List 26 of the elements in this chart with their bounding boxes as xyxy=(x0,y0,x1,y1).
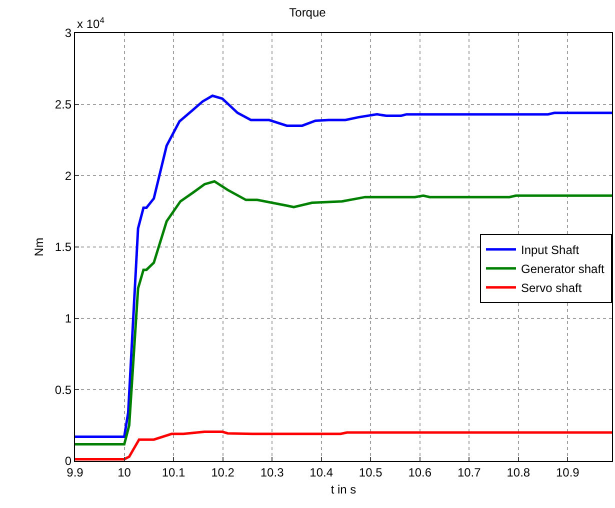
y-tick-label: 2.5 xyxy=(54,98,72,112)
y-tick-label: 2 xyxy=(64,168,72,183)
y-tick-label: 3 xyxy=(64,26,72,40)
line-series xyxy=(75,94,612,438)
y-axis-title: Nm xyxy=(32,238,46,256)
x-tick-label: 10.8 xyxy=(506,465,530,480)
text: x 10$^{4}$ xyxy=(77,15,105,32)
y-tick-label: 1 xyxy=(64,312,72,326)
y-tick-label: 1.5 xyxy=(54,240,72,254)
line-series xyxy=(75,180,612,446)
line-series xyxy=(75,430,612,461)
legend-label: Input Shaft xyxy=(521,243,580,258)
x-tick-label: 10.2 xyxy=(211,465,235,480)
legend-label: Servo shaft xyxy=(521,281,582,296)
chart-title: Torque xyxy=(289,5,326,20)
x-tick-label: 10.9 xyxy=(556,465,580,480)
x-tick-label: 10.5 xyxy=(358,465,383,480)
y-tick-label: 0.5 xyxy=(54,382,72,397)
x-tick-label: 10.3 xyxy=(260,465,284,480)
x-tick-label: 10.4 xyxy=(310,465,334,480)
legend-label: Generator shaft xyxy=(521,262,606,276)
x-tick-label: 10 xyxy=(118,465,132,480)
x-axis-title: t in s xyxy=(330,482,356,496)
x-tick-label: 10.6 xyxy=(408,465,432,480)
x-tick-label: 10.1 xyxy=(162,465,186,480)
x-tick-label: 10.7 xyxy=(457,465,482,480)
